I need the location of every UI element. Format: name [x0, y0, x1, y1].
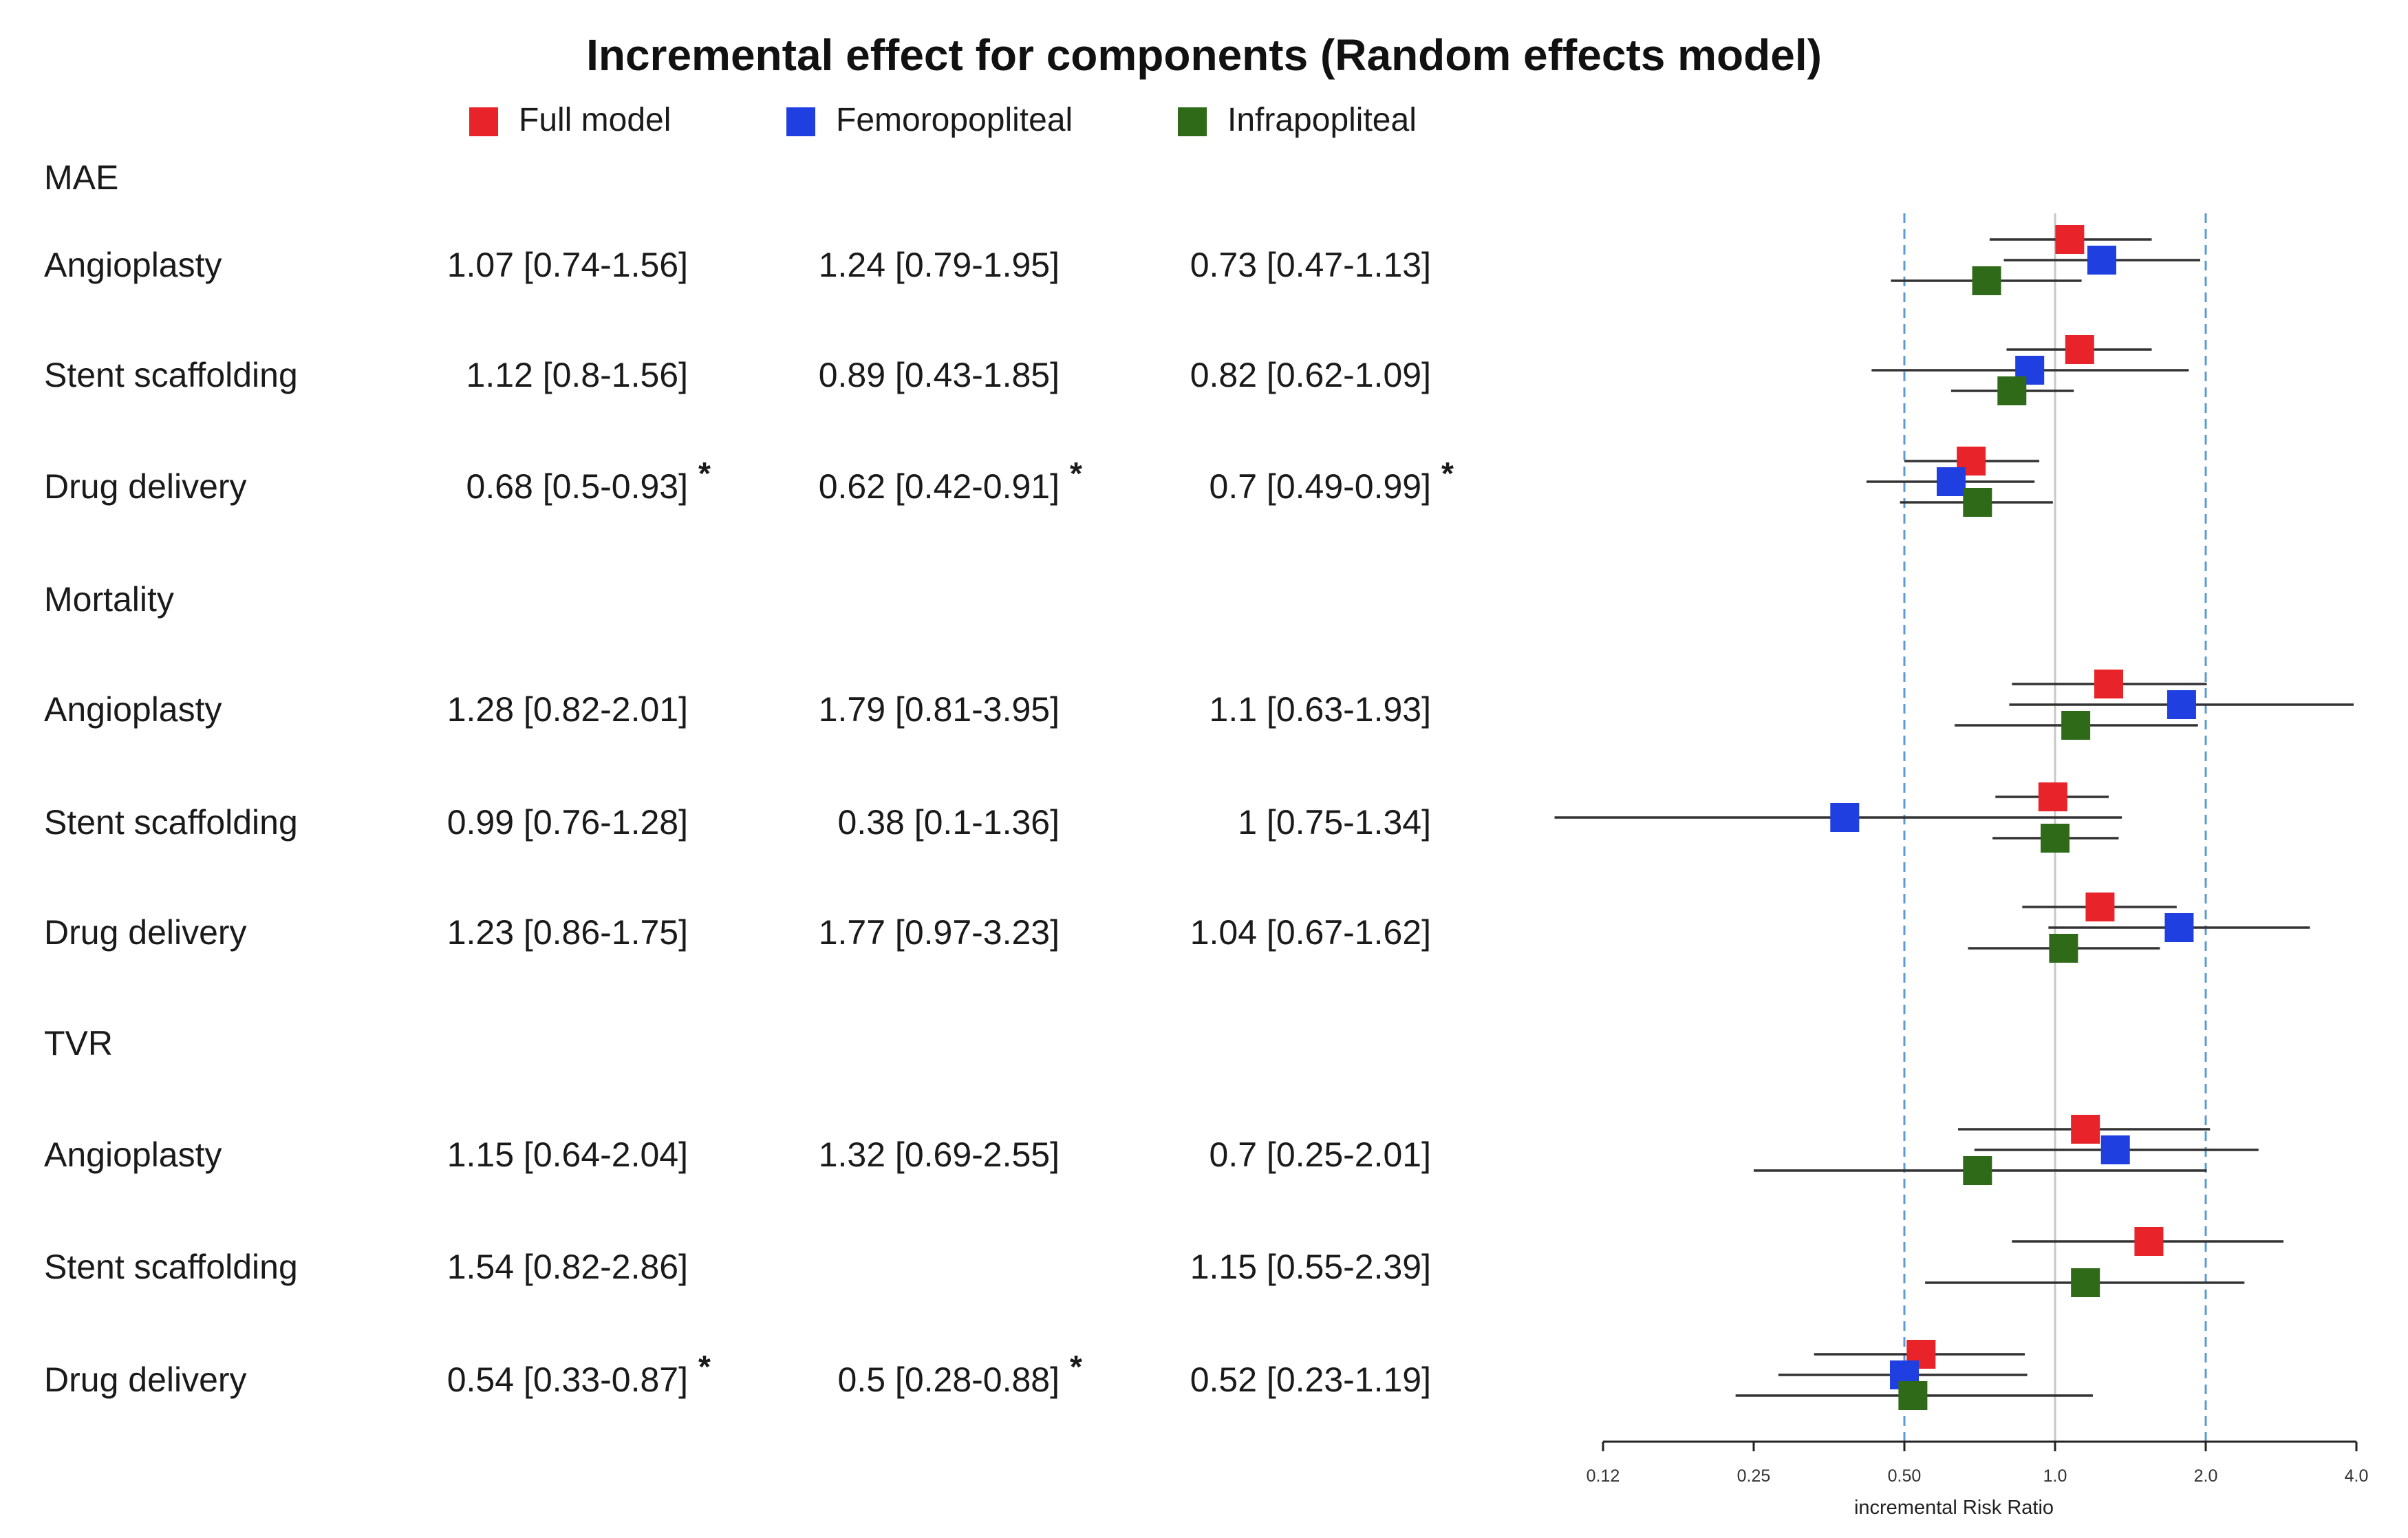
- x-tick-label: 1.0: [2043, 1466, 2067, 1486]
- marker-femoro: [2167, 690, 2196, 719]
- estimate-text-femoro: 1.24 [0.79-1.95]: [819, 246, 1060, 284]
- marker-full: [2071, 1115, 2100, 1144]
- legend-label-full: Full model: [519, 102, 671, 138]
- legend-swatch-full: [469, 107, 498, 136]
- x-axis-label: incremental Risk Ratio: [1854, 1497, 2054, 1519]
- marker-infra: [1963, 1156, 1992, 1185]
- estimate-text-full: 1.28 [0.82-2.01]: [447, 690, 688, 729]
- row-label: Stent scaffolding: [44, 803, 298, 842]
- forest-plot: 0.12 0.25 0.50 1.0 2.0 4.0: [1554, 213, 2368, 1486]
- results-table: MAE Angioplasty 1.07 [0.74-1.56] 1.24 [0.79…: [44, 158, 1454, 1399]
- estimate-text-femoro: 1.79 [0.81-3.95]: [819, 690, 1060, 729]
- estimate-text-infra: 1 [0.75-1.34]: [1238, 803, 1431, 842]
- marker-infra: [1972, 266, 2001, 295]
- estimate-text-full: 0.99 [0.76-1.28]: [447, 803, 688, 842]
- estimate-text-femoro: 0.38 [0.1-1.36]: [838, 803, 1060, 842]
- marker-infra: [2041, 824, 2070, 853]
- marker-infra: [2061, 711, 2091, 740]
- estimate-text-infra: 0.73 [0.47-1.13]: [1190, 246, 1431, 284]
- marker-infra: [1997, 376, 2027, 405]
- group-heading: MAE: [44, 158, 118, 197]
- row-label: Drug delivery: [44, 467, 247, 506]
- estimate-text-full: 0.68 [0.5-0.93]: [466, 467, 688, 506]
- x-tick-label: 0.25: [1737, 1466, 1771, 1486]
- legend-swatch-infra: [1178, 107, 1207, 136]
- group-heading: Mortality: [44, 580, 174, 619]
- x-tick-label: 0.12: [1587, 1466, 1620, 1486]
- estimate-text-full: 0.54 [0.33-0.87]: [447, 1360, 688, 1399]
- estimate-text-femoro: 0.5 [0.28-0.88]: [838, 1360, 1060, 1399]
- marker-full: [2085, 893, 2115, 921]
- estimate-text-infra: 0.7 [0.25-2.01]: [1210, 1135, 1431, 1174]
- row-label: Drug delivery: [44, 1360, 247, 1399]
- estimate-text-infra: 1.15 [0.55-2.39]: [1190, 1248, 1431, 1286]
- x-tick-label: 0.50: [1888, 1466, 1922, 1486]
- chart-title: Incremental effect for components (Rando…: [586, 30, 1822, 80]
- row-label: Drug delivery: [44, 913, 247, 952]
- row-label: Angioplasty: [44, 690, 222, 729]
- row-label: Angioplasty: [44, 1135, 222, 1174]
- estimate-text-femoro: 1.77 [0.97-3.23]: [819, 913, 1060, 952]
- marker-infra: [1963, 488, 1992, 517]
- marker-infra: [2049, 934, 2078, 963]
- estimate-text-infra: 1.04 [0.67-1.62]: [1190, 913, 1431, 952]
- legend-label-femoro: Femoropopliteal: [836, 102, 1073, 138]
- x-tick-label: 4.0: [2345, 1466, 2369, 1486]
- marker-full: [2134, 1227, 2164, 1256]
- estimate-text-femoro: 1.32 [0.69-2.55]: [819, 1135, 1060, 1174]
- estimate-text-infra: 0.82 [0.62-1.09]: [1190, 356, 1431, 394]
- marker-full: [2094, 670, 2123, 698]
- estimate-text-full: 1.12 [0.8-1.56]: [466, 356, 688, 394]
- estimate-text-infra: 0.52 [0.23-1.19]: [1190, 1360, 1431, 1399]
- estimate-text-femoro: 0.89 [0.43-1.85]: [819, 356, 1060, 394]
- legend-label-infra: Infrapopliteal: [1227, 102, 1417, 138]
- significance-marker: *: [698, 456, 711, 491]
- marker-femoro: [2164, 913, 2194, 942]
- significance-marker: *: [1070, 1349, 1082, 1385]
- significance-marker: *: [698, 1349, 711, 1385]
- estimate-text-full: 1.23 [0.86-1.75]: [447, 913, 688, 952]
- estimate-text-full: 1.07 [0.74-1.56]: [447, 246, 688, 284]
- marker-femoro: [1830, 803, 1860, 832]
- marker-femoro: [1936, 467, 1966, 496]
- marker-full: [2055, 225, 2085, 254]
- marker-infra: [2071, 1268, 2100, 1297]
- estimate-text-femoro: 0.62 [0.42-0.91]: [819, 467, 1060, 506]
- estimate-text-infra: 1.1 [0.63-1.93]: [1210, 690, 1431, 729]
- estimate-text-full: 1.15 [0.64-2.04]: [447, 1135, 688, 1174]
- row-label: Stent scaffolding: [44, 1248, 298, 1286]
- marker-infra: [1898, 1381, 1928, 1410]
- legend-swatch-femoro: [786, 107, 815, 136]
- estimate-text-infra: 0.7 [0.49-0.99]: [1210, 467, 1431, 506]
- marker-full: [2065, 335, 2094, 364]
- estimate-text-full: 1.54 [0.82-2.86]: [447, 1248, 688, 1286]
- marker-femoro: [2100, 1135, 2130, 1164]
- marker-full: [2038, 782, 2067, 811]
- row-label: Angioplasty: [44, 246, 222, 284]
- row-label: Stent scaffolding: [44, 356, 298, 394]
- legend: Full model Femoropopliteal Infrapopliteal: [469, 102, 1417, 138]
- significance-marker: *: [1070, 456, 1082, 491]
- marker-femoro: [2087, 246, 2116, 275]
- group-heading: TVR: [44, 1024, 113, 1062]
- x-tick-label: 2.0: [2194, 1466, 2218, 1486]
- significance-marker: *: [1441, 456, 1454, 491]
